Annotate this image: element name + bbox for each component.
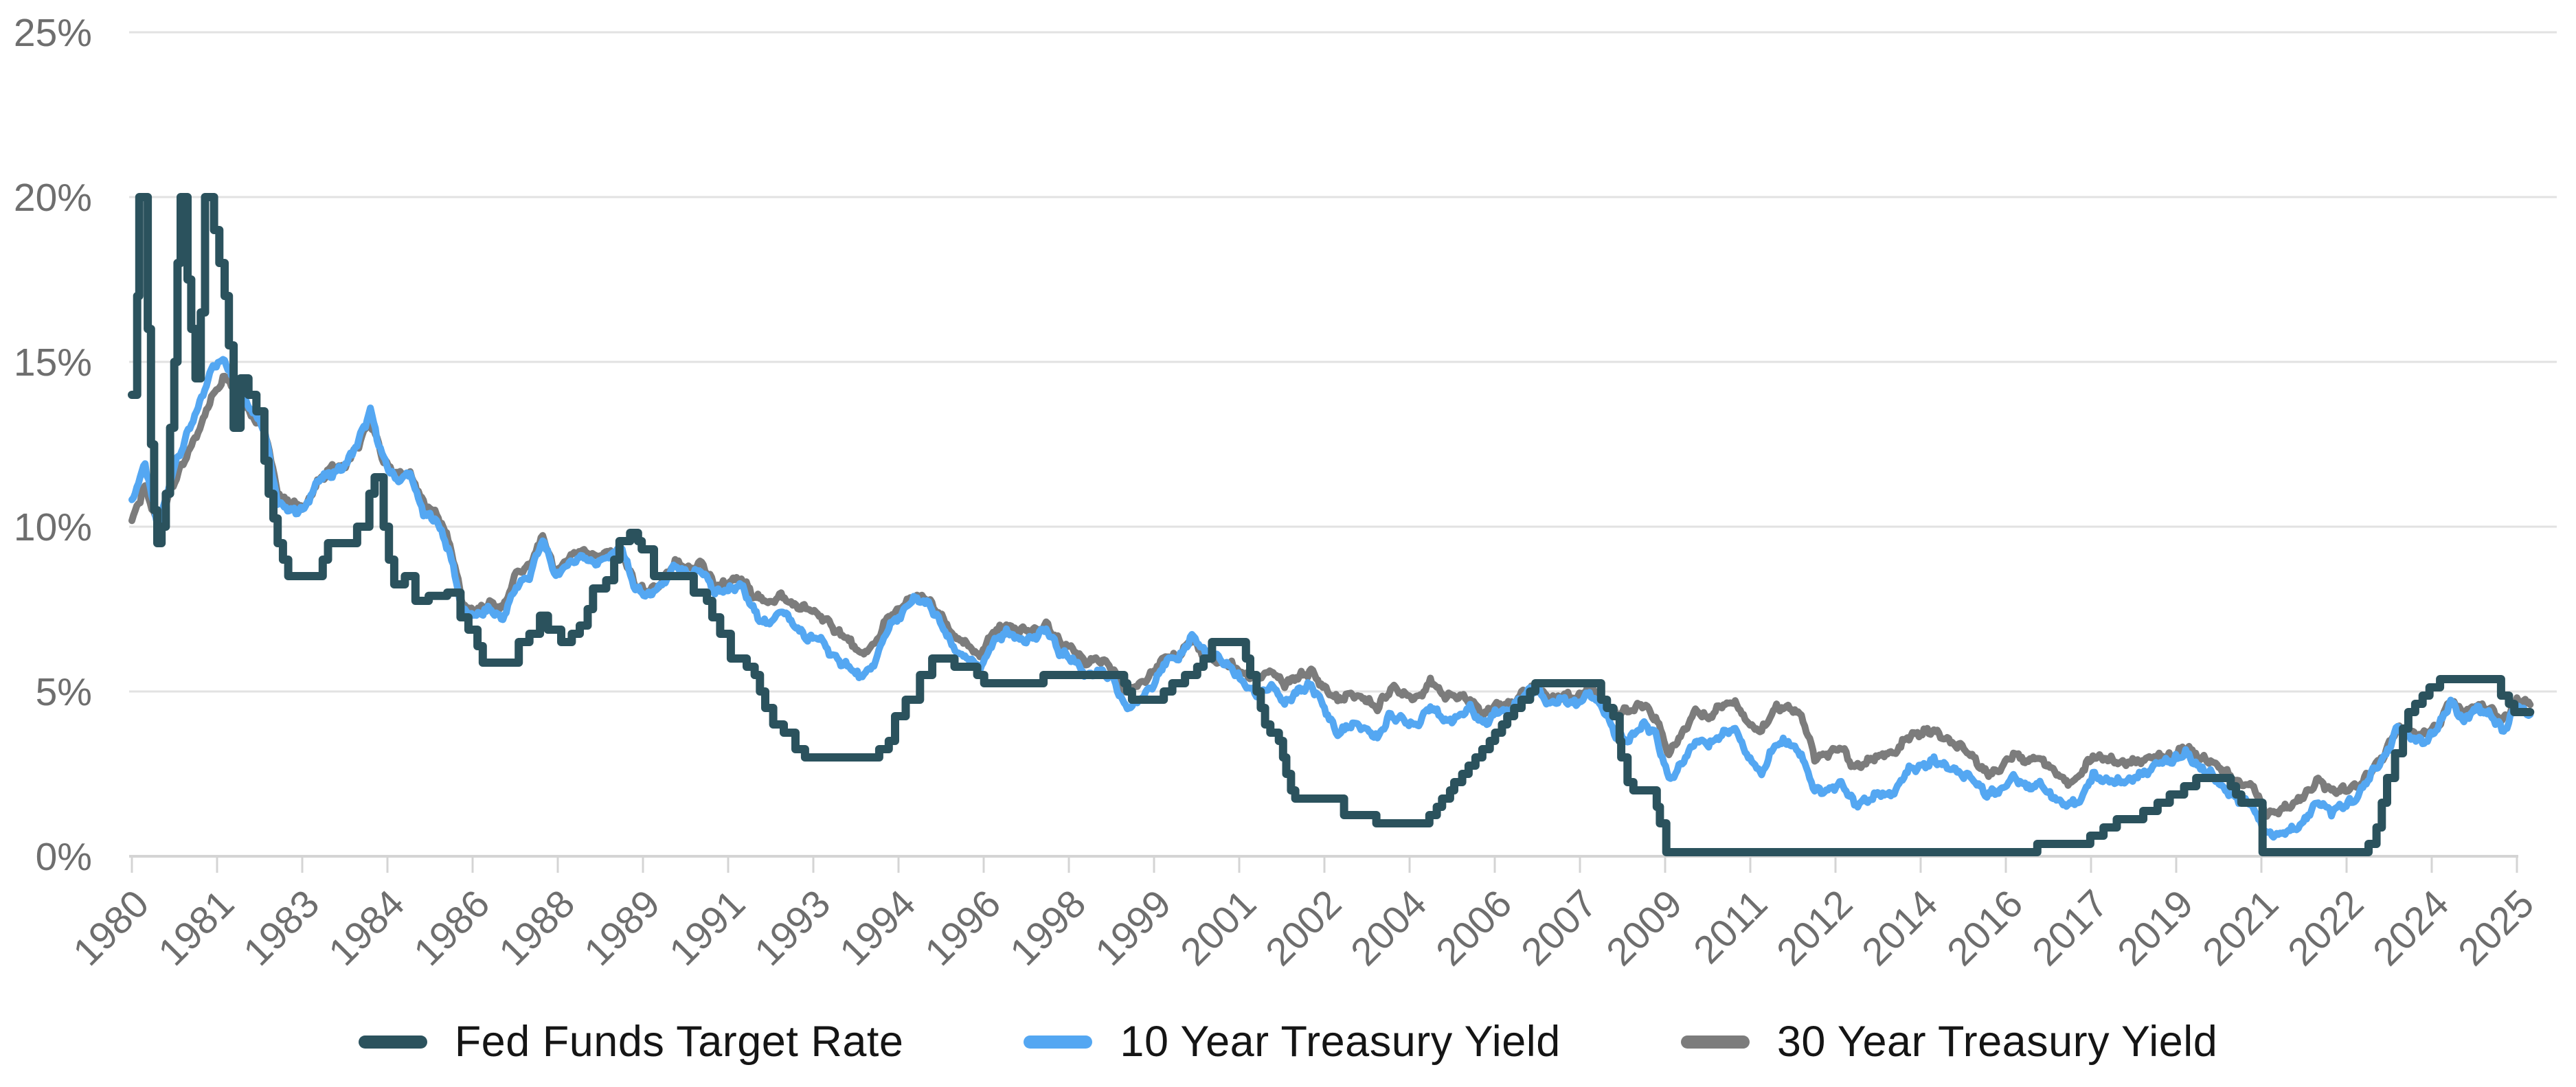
x-axis-tick-label: 1983	[235, 882, 328, 974]
x-axis-tick-label: 2024	[2364, 882, 2457, 974]
series-line-10y-treasury	[128, 356, 2534, 841]
legend-label-30y-treasury: 30 Year Treasury Yield	[1776, 1018, 2218, 1066]
x-axis-tick-label: 1980	[65, 882, 157, 974]
x-axis-tick-label: 2021	[2194, 882, 2287, 974]
x-axis-tick-label: 1994	[831, 882, 924, 974]
x-axis-tick-label: 2011	[1685, 882, 1776, 972]
x-axis-tick-label: 2019	[2109, 882, 2202, 974]
x-axis-tick-label: 1981	[150, 882, 242, 974]
x-axis-tick-label: 2016	[1939, 882, 2031, 974]
legend-swatch-fed-funds	[358, 1035, 427, 1049]
legend-item-30y-treasury: 30 Year Treasury Yield	[1680, 1017, 2218, 1066]
x-axis-tick-label: 2002	[1257, 882, 1350, 974]
x-axis-tick-label: 1996	[916, 882, 1009, 974]
x-axis-tick-label: 1999	[1087, 882, 1179, 974]
x-axis-tick-label: 1993	[746, 882, 839, 974]
y-axis-tick-label: 25%	[14, 11, 92, 55]
y-axis-tick-label: 20%	[14, 176, 92, 220]
y-axis-tick-label: 10%	[14, 505, 92, 549]
series-line-fed-funds	[128, 193, 2535, 856]
y-axis-tick-label: 0%	[36, 835, 92, 879]
legend-item-10y-treasury: 10 Year Treasury Yield	[1024, 1017, 1560, 1066]
x-axis-tick-label: 2009	[1598, 882, 1691, 974]
x-axis-tick-label: 1984	[320, 882, 413, 974]
x-axis-tick-label: 1998	[1002, 882, 1094, 974]
x-axis-tick-label: 2014	[1853, 882, 1946, 974]
legend-swatch-10y-treasury	[1024, 1035, 1093, 1049]
x-axis-tick-label: 2006	[1427, 882, 1520, 974]
chart-legend: Fed Funds Target Rate 10 Year Treasury Y…	[0, 1004, 2576, 1079]
x-axis-tick-label: 1989	[576, 882, 668, 974]
x-axis-tick-label: 1991	[661, 882, 754, 974]
legend-swatch-30y-treasury	[1680, 1035, 1750, 1049]
x-axis-tick-label: 2022	[2279, 882, 2372, 974]
x-axis-tick-label: 2012	[1768, 882, 1861, 974]
x-axis-tick-label: 2001	[1172, 882, 1265, 974]
x-axis-tick-label: 2025	[2450, 882, 2542, 974]
x-axis-tick-label: 2004	[1342, 882, 1435, 974]
y-axis-tick-label: 5%	[36, 670, 92, 714]
x-axis-tick-label: 2007	[1513, 882, 1605, 974]
x-axis-tick-label: 1986	[405, 882, 498, 974]
x-axis-tick-label: 2017	[2024, 882, 2116, 974]
x-axis-tick-label: 1988	[490, 882, 583, 974]
y-axis-tick-label: 15%	[14, 341, 92, 385]
legend-label-fed-funds: Fed Funds Target Rate	[454, 1018, 904, 1066]
legend-item-fed-funds: Fed Funds Target Rate	[358, 1017, 904, 1066]
series-line-30y-treasury	[128, 372, 2534, 820]
legend-label-10y-treasury: 10 Year Treasury Yield	[1120, 1018, 1561, 1066]
